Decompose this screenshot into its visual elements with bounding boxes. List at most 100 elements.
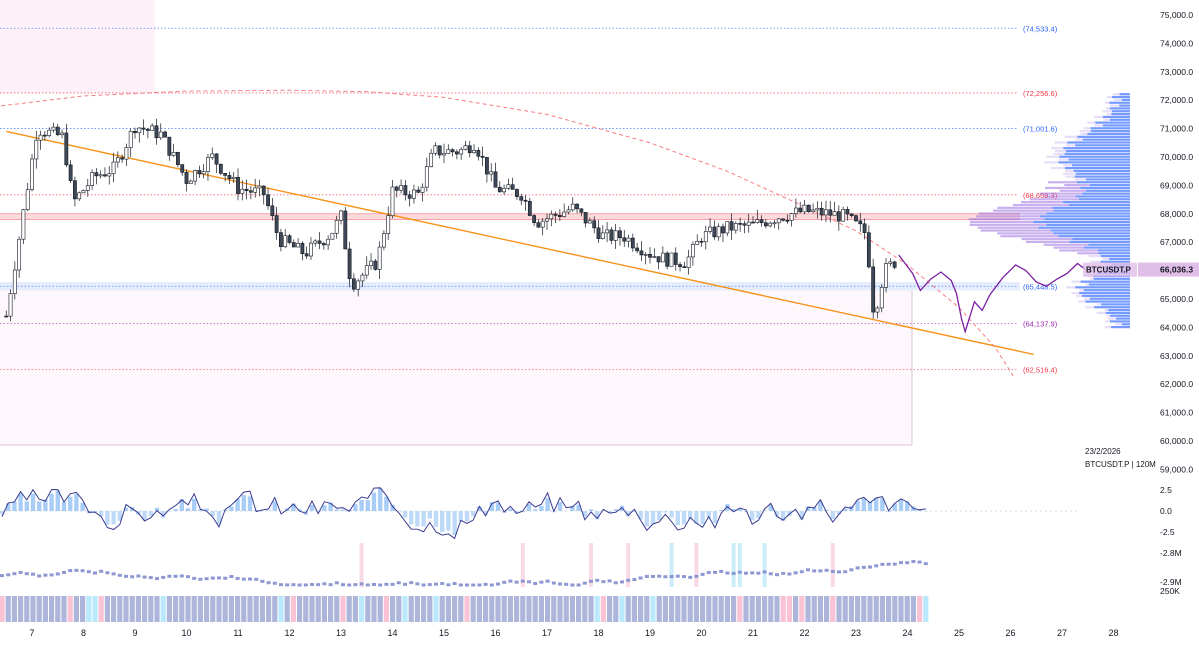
- indicator2-dot: [477, 584, 481, 587]
- oscillator-bar: [744, 511, 748, 512]
- indicator3-bar: [30, 596, 35, 622]
- candle-body: [820, 208, 823, 215]
- indicator2-dot: [56, 572, 60, 575]
- indicator3-bar: [694, 596, 699, 622]
- price-tick-label: 69,000.0: [1160, 180, 1193, 190]
- time-tick-label: 19: [645, 628, 655, 638]
- candle-body: [365, 266, 368, 275]
- indicator3-bar: [719, 596, 724, 622]
- oscillator-bar: [651, 511, 655, 524]
- indicator2-dot: [446, 583, 450, 586]
- indicator2-dot: [663, 575, 667, 578]
- candle-body: [893, 262, 896, 268]
- oscillator-bar: [545, 498, 549, 511]
- volume-profile-bar-value-area: [997, 207, 1052, 209]
- candle-body: [674, 253, 677, 265]
- indicator3-bar: [588, 596, 593, 622]
- time-tick-label: 8: [81, 628, 86, 638]
- indicator2-dot: [341, 583, 345, 586]
- indicator2-dot: [484, 583, 488, 586]
- volume-profile-bar: [1089, 283, 1130, 285]
- candle-body: [73, 181, 76, 199]
- indicator2-dot: [924, 562, 928, 565]
- indicator2-dot: [217, 576, 221, 579]
- candle-body: [189, 181, 192, 183]
- indicator3-bar: [471, 596, 476, 622]
- level-label: (72,256.6): [1023, 89, 1058, 98]
- candle-body: [657, 257, 660, 262]
- indicator2-dot: [440, 582, 444, 585]
- indicator2-dot: [186, 575, 190, 578]
- volume-profile-bar-outer: [1090, 278, 1094, 280]
- indicator2-dot: [645, 575, 649, 578]
- candle-body: [511, 185, 514, 190]
- indicator2-dot: [812, 569, 816, 572]
- volume-profile-bar-outer: [1079, 289, 1083, 291]
- indicator3-bar: [303, 596, 308, 622]
- candle-body: [417, 190, 420, 192]
- indicator3-bar: [886, 596, 891, 622]
- volume-profile-bar-value-area: [1064, 184, 1090, 186]
- indicator3-bar: [117, 596, 122, 622]
- candle-body: [305, 254, 308, 256]
- candle-body: [567, 210, 570, 212]
- indicator2-dot: [366, 583, 370, 586]
- volume-profile-bar: [1094, 278, 1130, 280]
- volume-profile-bar: [1069, 158, 1130, 160]
- volume-profile-bar: [1098, 249, 1130, 251]
- candle-body: [262, 186, 265, 195]
- indicator2-dot: [236, 577, 240, 580]
- indicator2-dot: [589, 580, 593, 583]
- candle-body: [584, 212, 587, 223]
- candle-body: [640, 251, 643, 255]
- indicator3-bar: [371, 596, 376, 622]
- volume-profile-bar: [1119, 93, 1130, 95]
- volume-profile-bar: [1058, 235, 1130, 237]
- indicator3-bar: [762, 596, 767, 622]
- level-label: (71,001.6): [1023, 125, 1058, 134]
- candle-body: [867, 233, 870, 267]
- indicator3-bar: [867, 596, 872, 622]
- time-tick-label: 21: [748, 628, 758, 638]
- price-tick-label: 68,000.0: [1160, 209, 1193, 219]
- indicator2-highlight: [360, 543, 364, 587]
- candle-body: [605, 230, 608, 233]
- volume-profile-bar: [1033, 221, 1130, 223]
- indicator2-dot: [229, 575, 233, 578]
- indicator2-dot: [564, 583, 568, 586]
- volume-profile-bar-outer: [1071, 281, 1080, 283]
- oscillator-bar: [403, 511, 407, 518]
- indicator3-bar: [192, 596, 197, 622]
- volume-profile-bar: [1059, 156, 1130, 158]
- volume-profile-bar: [1109, 258, 1130, 260]
- oscillator-bar: [366, 500, 370, 511]
- candle-body: [498, 187, 501, 192]
- candle-body: [541, 221, 544, 227]
- indicator2-dot: [868, 566, 872, 569]
- volume-profile-bar: [1070, 241, 1130, 243]
- candle-body: [95, 173, 98, 176]
- candle-body: [52, 127, 55, 130]
- indicator3-bar: [433, 596, 438, 622]
- indicator2-dot: [670, 575, 674, 578]
- candle-body: [176, 152, 179, 164]
- oscillator-bar: [421, 511, 425, 526]
- indicator2-dot: [750, 571, 754, 574]
- indicator2-dot: [620, 580, 624, 583]
- candle-body: [571, 204, 574, 210]
- indicator3-bar: [669, 596, 674, 622]
- indicator3-bar: [613, 596, 618, 622]
- candle-body: [382, 234, 385, 247]
- candle-body: [593, 221, 596, 228]
- oscillator-bar: [359, 500, 363, 511]
- volume-profile-bar: [1103, 124, 1130, 126]
- indicator2-dot: [905, 561, 909, 564]
- indicator2-dot: [37, 574, 41, 577]
- time-tick-label: 28: [1108, 628, 1118, 638]
- candle-body: [601, 233, 604, 239]
- candle-body: [116, 158, 119, 162]
- volume-profile-bar: [1072, 164, 1130, 166]
- candle-body: [425, 167, 428, 188]
